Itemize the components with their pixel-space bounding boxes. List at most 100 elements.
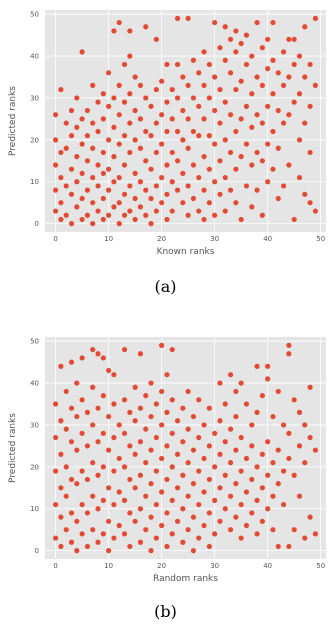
scatter-point	[132, 107, 138, 114]
scatter-point	[302, 74, 308, 80]
x-tick-label: 0	[53, 235, 57, 243]
scatter-point	[222, 24, 228, 30]
scatter-point	[164, 61, 170, 68]
scatter-point	[79, 170, 85, 176]
scatter-point	[206, 200, 212, 206]
scatter-point	[68, 107, 75, 114]
scatter-point	[233, 481, 239, 487]
scatter-point	[180, 539, 186, 545]
scatter-point	[286, 112, 292, 118]
scatter-point	[180, 74, 186, 80]
scatter-point	[206, 510, 212, 516]
scatter-point	[217, 158, 223, 164]
scatter-point	[106, 103, 112, 109]
scatter-point	[53, 112, 59, 118]
scatter-point	[106, 447, 112, 453]
scatter-point	[121, 497, 128, 503]
scatter-point	[95, 183, 101, 189]
scatter-point	[190, 95, 197, 101]
scatter-point	[212, 212, 218, 218]
scatter-point	[79, 141, 85, 147]
scatter-point	[185, 426, 191, 432]
y-tick-label: 50	[30, 338, 39, 346]
scatter-point	[74, 548, 80, 554]
scatter-point	[68, 133, 75, 139]
scatter-point	[312, 208, 318, 214]
x-tick-label: 50	[316, 235, 325, 243]
scatter-point	[233, 200, 239, 206]
scatter-point	[270, 493, 276, 499]
scatter-point	[100, 464, 106, 470]
x-tick-label: 0	[53, 562, 57, 570]
scatter-point	[217, 518, 223, 524]
scatter-point	[79, 468, 85, 474]
scatter-point	[275, 447, 281, 453]
scatter-panel-b: 0 10 20 30 40 50 0 10 20 30 40 50 Random ranks Pre…	[8, 337, 326, 621]
scatter-point	[148, 103, 154, 109]
scatter-point	[63, 212, 69, 218]
scatter-point	[275, 107, 281, 114]
scatter-point	[74, 179, 80, 185]
scatter-point	[291, 61, 297, 68]
scatter-point	[201, 82, 207, 88]
scatter-point	[74, 204, 80, 210]
scatter-point	[106, 518, 112, 524]
y-tick-labels: 0 10 20 30 40 50	[30, 11, 39, 228]
scatter-point	[217, 418, 223, 424]
scatter-point	[164, 128, 170, 135]
scatter-point	[212, 179, 218, 185]
scatter-point	[296, 174, 303, 181]
scatter-point	[84, 212, 91, 218]
scatter-point	[259, 212, 265, 218]
scatter-point	[307, 200, 313, 206]
scatter-point	[143, 426, 149, 432]
scatter-point	[190, 195, 197, 202]
scatter-point	[148, 413, 154, 420]
scatter-point	[132, 418, 138, 424]
scatter-point	[174, 418, 181, 424]
scatter-point	[116, 221, 122, 227]
scatter-point	[164, 162, 170, 168]
scatter-point	[254, 149, 260, 156]
scatter-point	[169, 86, 175, 93]
scatter-point	[302, 191, 308, 197]
scatter-point	[190, 413, 197, 420]
scatter-point	[132, 384, 138, 390]
scatter-point	[243, 183, 250, 189]
grid-lines	[45, 10, 326, 232]
scatter-point	[212, 430, 218, 436]
scatter-point	[84, 476, 91, 483]
scatter-point	[254, 74, 260, 80]
scatter-point	[212, 531, 218, 537]
scatter-point	[79, 216, 85, 223]
scatter-point	[302, 460, 308, 466]
scatter-point	[53, 187, 59, 193]
scatter-point	[68, 359, 75, 365]
scatter-point	[63, 145, 69, 151]
y-tick-label: 20	[30, 463, 39, 471]
scatter-point	[137, 82, 144, 88]
scatter-point	[291, 472, 297, 478]
scatter-point	[159, 489, 165, 495]
scatter-point	[196, 501, 202, 508]
scatter-point	[132, 451, 138, 457]
scatter-point	[106, 367, 112, 374]
scatter-point	[212, 74, 218, 80]
scatter-point	[143, 393, 149, 399]
scatter-point	[222, 174, 228, 181]
scatter-point	[302, 24, 308, 30]
scatter-point	[90, 174, 96, 181]
scatter-point	[206, 61, 212, 68]
scatter-point	[254, 497, 260, 503]
scatter-point	[53, 535, 59, 541]
scatter-point	[53, 468, 59, 474]
scatter-point	[174, 485, 181, 491]
scatter-point	[111, 95, 117, 101]
scatter-point	[169, 464, 175, 470]
scatter-point	[84, 443, 91, 449]
scatter-point	[100, 116, 106, 122]
scatter-point	[185, 527, 191, 533]
scatter-point	[53, 208, 59, 214]
scatter-point	[106, 137, 112, 143]
scatter-point	[63, 388, 69, 395]
